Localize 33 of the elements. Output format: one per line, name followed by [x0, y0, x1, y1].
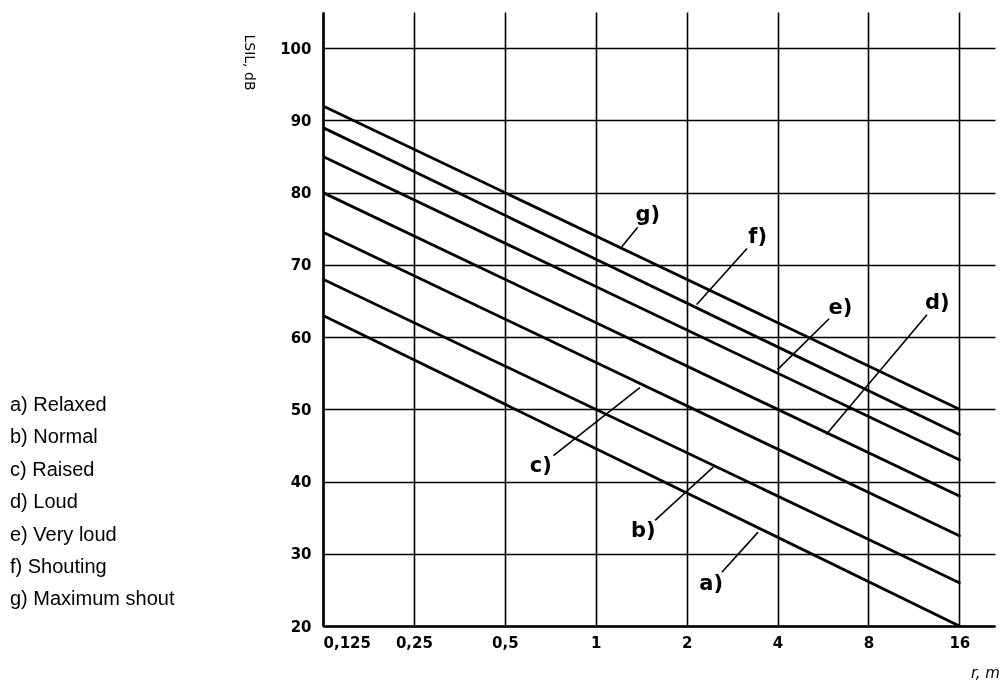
text: d) Loud — [10, 490, 78, 513]
text: e) Very loud — [10, 522, 117, 545]
text: b) Normal — [10, 425, 98, 448]
x-tick-label: 4 — [772, 633, 784, 652]
y-tick-label: 70 — [290, 256, 312, 275]
y-tick-label: 30 — [290, 545, 312, 564]
annotation: d) — [924, 289, 950, 314]
x-axis-title: r, m — [971, 663, 1000, 682]
y-tick-label: 90 — [290, 111, 312, 130]
y-tick-label: 50 — [290, 400, 312, 419]
x-tick-label: 0,125 — [323, 633, 371, 652]
text: a) Relaxed — [10, 393, 107, 415]
annotation: e) — [828, 294, 853, 319]
x-tick-label: 0,5 — [492, 633, 519, 652]
annotation: g) — [635, 201, 661, 226]
y-tick-label: 80 — [290, 184, 312, 203]
y-axis-title: LSIL, dB — [241, 34, 258, 91]
x-tick-label: 1 — [591, 633, 602, 652]
y-tick-label: 60 — [290, 328, 312, 347]
y-tick-label: 20 — [290, 617, 312, 636]
text: c) Raised — [10, 457, 95, 480]
text: g) Maximum shout — [10, 587, 175, 610]
annotation: b) — [630, 518, 656, 543]
annotation: c) — [529, 452, 552, 477]
x-tick-label: 8 — [863, 633, 875, 652]
x-tick-label: 2 — [681, 633, 693, 652]
y-tick-label: 100 — [280, 39, 312, 58]
annotation: a) — [699, 571, 724, 596]
y-tick-label: 40 — [290, 473, 312, 492]
x-tick-label: 16 — [949, 633, 971, 652]
x-tick-label: 0,25 — [395, 633, 433, 652]
annotation: f) — [748, 223, 768, 248]
text: f) Shouting — [10, 555, 107, 577]
